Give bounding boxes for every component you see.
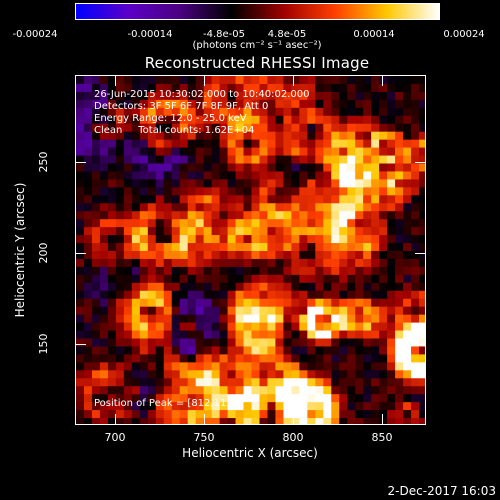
y-tick-label: 200 (37, 242, 50, 264)
info-detectors: Detectors: 3F 5F 6F 7F 8F 9F, Att 0 (94, 101, 269, 112)
y-tick-label: 150 (37, 333, 50, 355)
x-tick-label: 750 (193, 431, 215, 444)
colorbar-tick-2: -0.00014 (127, 29, 173, 40)
y-tick-mark-right (415, 162, 425, 163)
peak-position: Position of Peak = [812,113] (94, 398, 237, 409)
y-tick-mark (76, 344, 86, 345)
y-tick-mark (76, 253, 86, 254)
x-tick-label: 850 (371, 431, 393, 444)
x-tick-mark-top (293, 76, 294, 86)
x-tick-mark (293, 414, 294, 424)
y-tick-mark-right (415, 344, 425, 345)
x-tick-label: 800 (282, 431, 304, 444)
heatmap-image (76, 76, 425, 424)
colorbar (75, 3, 440, 20)
colorbar-gradient (76, 4, 439, 19)
x-tick-label: 700 (104, 431, 126, 444)
info-clean-counts: Clean Total counts: 1.62E+04 (94, 125, 255, 136)
colorbar-tick-4: 4.8e-05 (267, 29, 307, 40)
date-stamp: 2-Dec-2017 16:03 (387, 484, 496, 498)
info-time-range: 26-Jun-2015 10:30:02.000 to 10:40:02.000 (94, 89, 310, 100)
image-plot: 26-Jun-2015 10:30:02.000 to 10:40:02.000… (75, 75, 426, 425)
colorbar-tick-1: -0.00024 (12, 29, 58, 40)
x-tick-mark (204, 414, 205, 424)
colorbar-tick-5: 0.00014 (353, 29, 395, 40)
x-tick-mark-top (382, 76, 383, 86)
y-tick-mark-right (415, 253, 425, 254)
colorbar-tick-3: -4.8e-05 (203, 29, 245, 40)
info-energy-range: Energy Range: 12.0 - 25.0 keV (94, 113, 247, 124)
x-axis-label: Heliocentric X (arcsec) (182, 446, 318, 460)
x-tick-mark-top (204, 76, 205, 86)
y-tick-mark (76, 162, 86, 163)
plot-title: Reconstructed RHESSI Image (144, 54, 370, 72)
colorbar-units: (photons cm⁻² s⁻¹ asec⁻²) (192, 40, 322, 51)
y-tick-label: 250 (37, 151, 50, 173)
x-tick-mark-top (115, 76, 116, 86)
colorbar-tick-6: 0.00024 (443, 29, 485, 40)
x-tick-mark (115, 414, 116, 424)
x-tick-mark (382, 414, 383, 424)
y-axis-label: Heliocentric Y (arcsec) (13, 182, 27, 318)
